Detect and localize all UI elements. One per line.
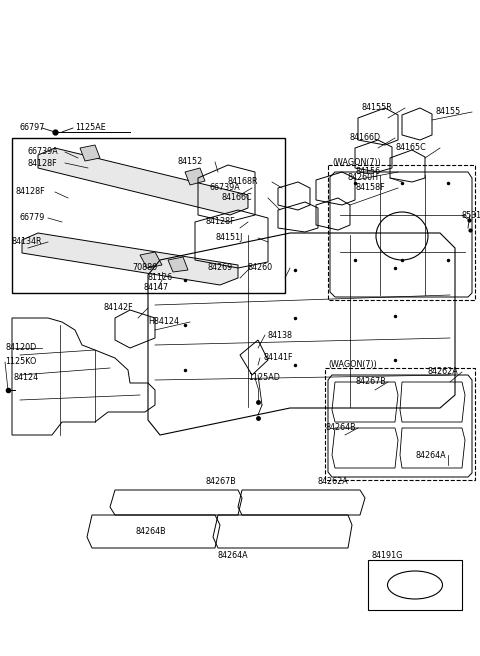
Text: 84264B: 84264B: [135, 527, 166, 537]
Text: 84155R: 84155R: [362, 104, 393, 112]
Polygon shape: [168, 257, 188, 272]
Text: 84128F: 84128F: [205, 218, 235, 226]
Text: 84124: 84124: [14, 373, 39, 382]
Text: 84269: 84269: [208, 264, 233, 272]
Text: 84128F: 84128F: [28, 159, 58, 167]
Text: 84147: 84147: [143, 283, 168, 293]
Text: 66797: 66797: [20, 123, 46, 133]
Text: 84166C: 84166C: [222, 194, 252, 203]
Text: 66739A: 66739A: [28, 148, 59, 157]
Text: 84264B: 84264B: [325, 424, 356, 432]
Text: 1125AD: 1125AD: [248, 373, 280, 382]
Text: 84267B: 84267B: [205, 478, 236, 487]
Text: H84124: H84124: [148, 318, 179, 327]
Text: 84260: 84260: [248, 264, 273, 272]
Text: 84158F: 84158F: [355, 184, 384, 192]
Text: 84134R: 84134R: [12, 237, 43, 247]
Polygon shape: [185, 168, 205, 185]
Polygon shape: [140, 252, 162, 268]
Text: 84141F: 84141F: [263, 354, 292, 363]
Text: 84267B: 84267B: [355, 377, 386, 386]
Text: (WAGON(7)): (WAGON(7)): [332, 157, 381, 167]
Polygon shape: [22, 233, 238, 285]
Text: 81126: 81126: [148, 274, 173, 283]
Text: (WAGON(7)): (WAGON(7)): [328, 361, 377, 369]
Polygon shape: [80, 145, 100, 161]
Text: 84262A: 84262A: [428, 367, 459, 377]
Text: 84120D: 84120D: [5, 344, 36, 352]
Polygon shape: [38, 148, 248, 215]
Text: 1125AE: 1125AE: [75, 123, 106, 133]
Text: 84264A: 84264A: [415, 451, 445, 459]
Text: 84128F: 84128F: [16, 188, 46, 197]
Text: 84142F: 84142F: [104, 304, 133, 312]
Text: 84166D: 84166D: [350, 134, 381, 142]
Text: 84156: 84156: [355, 167, 380, 176]
Text: 85316: 85316: [462, 211, 480, 220]
Text: 84191G: 84191G: [372, 550, 403, 560]
Text: 84151J: 84151J: [215, 234, 242, 243]
Text: 66739A: 66739A: [210, 184, 241, 192]
Text: 1125KO: 1125KO: [5, 358, 36, 367]
Text: 84262A: 84262A: [318, 478, 349, 487]
Text: 84152: 84152: [178, 157, 203, 167]
Text: 84138: 84138: [268, 331, 293, 340]
Text: 70880: 70880: [132, 264, 157, 272]
Text: 84260H: 84260H: [348, 173, 379, 182]
Text: 84168R: 84168R: [228, 178, 259, 186]
Text: 66779: 66779: [20, 213, 46, 222]
Text: 84165C: 84165C: [395, 144, 426, 152]
Text: 84155: 84155: [435, 108, 460, 117]
Text: 84264A: 84264A: [218, 550, 249, 560]
